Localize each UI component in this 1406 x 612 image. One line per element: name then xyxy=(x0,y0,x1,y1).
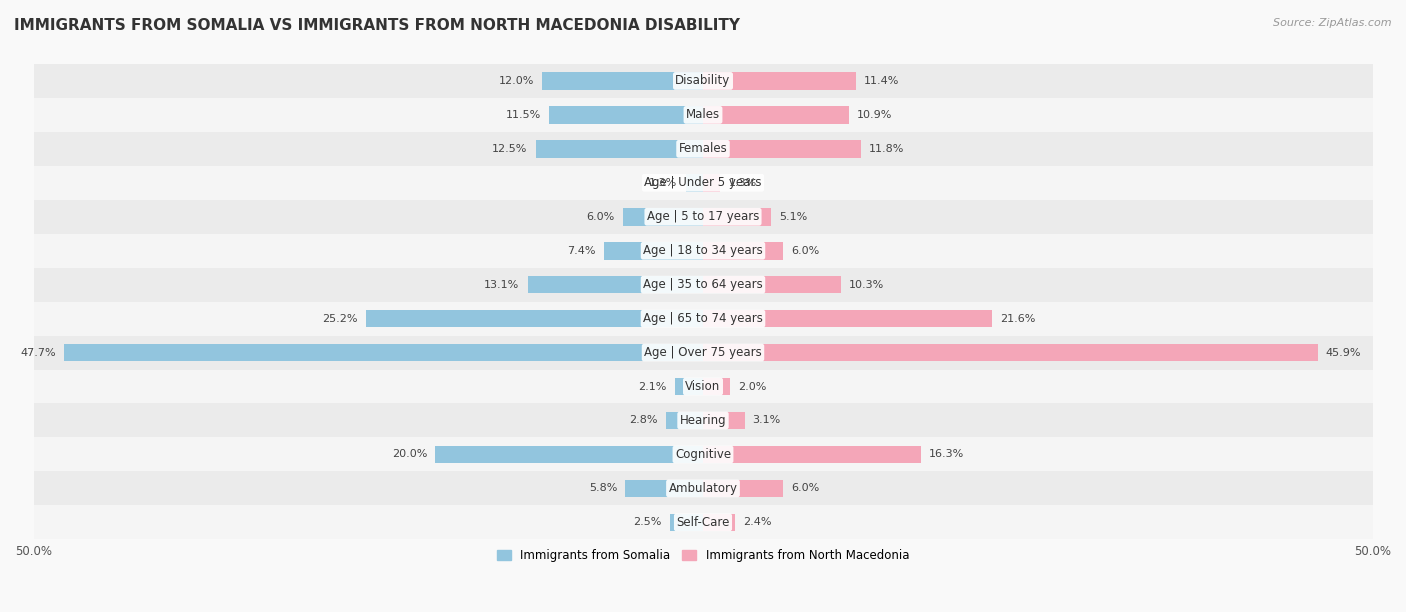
Text: Age | 18 to 34 years: Age | 18 to 34 years xyxy=(643,244,763,257)
Bar xyxy=(34,335,1372,370)
Text: 16.3%: 16.3% xyxy=(929,449,965,460)
Text: Cognitive: Cognitive xyxy=(675,448,731,461)
Bar xyxy=(675,378,703,395)
Bar xyxy=(703,276,841,294)
Text: 5.8%: 5.8% xyxy=(589,483,617,493)
Text: Age | Over 75 years: Age | Over 75 years xyxy=(644,346,762,359)
Text: IMMIGRANTS FROM SOMALIA VS IMMIGRANTS FROM NORTH MACEDONIA DISABILITY: IMMIGRANTS FROM SOMALIA VS IMMIGRANTS FR… xyxy=(14,18,740,34)
Text: 45.9%: 45.9% xyxy=(1326,348,1361,357)
Text: 6.0%: 6.0% xyxy=(792,245,820,256)
Text: Hearing: Hearing xyxy=(679,414,727,427)
Text: 2.0%: 2.0% xyxy=(738,381,766,392)
Bar xyxy=(623,208,703,226)
Bar xyxy=(703,412,745,429)
Text: Age | Under 5 years: Age | Under 5 years xyxy=(644,176,762,189)
Text: 2.5%: 2.5% xyxy=(633,517,661,528)
Text: 7.4%: 7.4% xyxy=(568,245,596,256)
Text: 13.1%: 13.1% xyxy=(484,280,520,289)
Text: Ambulatory: Ambulatory xyxy=(668,482,738,495)
Text: Source: ZipAtlas.com: Source: ZipAtlas.com xyxy=(1274,18,1392,28)
Bar xyxy=(34,471,1372,506)
Text: 2.1%: 2.1% xyxy=(638,381,666,392)
Bar xyxy=(34,166,1372,200)
Text: 6.0%: 6.0% xyxy=(586,212,614,222)
Bar xyxy=(34,370,1372,403)
Text: Age | 65 to 74 years: Age | 65 to 74 years xyxy=(643,312,763,325)
Bar xyxy=(34,64,1372,98)
Bar xyxy=(703,208,772,226)
Bar xyxy=(34,234,1372,267)
Text: 2.8%: 2.8% xyxy=(628,416,658,425)
Bar xyxy=(34,200,1372,234)
Bar xyxy=(703,344,1317,362)
Bar xyxy=(703,480,783,497)
Text: Vision: Vision xyxy=(685,380,721,393)
Bar xyxy=(703,446,921,463)
Bar xyxy=(703,310,993,327)
Text: 10.3%: 10.3% xyxy=(849,280,884,289)
Bar xyxy=(366,310,703,327)
Bar xyxy=(548,106,703,124)
Bar xyxy=(605,242,703,259)
Bar xyxy=(34,506,1372,539)
Text: 1.3%: 1.3% xyxy=(728,178,756,188)
Text: 11.4%: 11.4% xyxy=(863,76,898,86)
Bar xyxy=(703,513,735,531)
Bar xyxy=(34,267,1372,302)
Bar xyxy=(34,403,1372,438)
Bar xyxy=(436,446,703,463)
Bar xyxy=(669,513,703,531)
Bar xyxy=(703,174,720,192)
Bar xyxy=(34,438,1372,471)
Text: 47.7%: 47.7% xyxy=(21,348,56,357)
Text: 6.0%: 6.0% xyxy=(792,483,820,493)
Bar xyxy=(703,242,783,259)
Text: 21.6%: 21.6% xyxy=(1000,313,1036,324)
Bar xyxy=(34,302,1372,335)
Bar xyxy=(65,344,703,362)
Bar xyxy=(34,98,1372,132)
Text: 2.4%: 2.4% xyxy=(744,517,772,528)
Text: Age | 5 to 17 years: Age | 5 to 17 years xyxy=(647,211,759,223)
Bar xyxy=(536,140,703,158)
Text: 5.1%: 5.1% xyxy=(779,212,807,222)
Text: Self-Care: Self-Care xyxy=(676,516,730,529)
Text: 12.5%: 12.5% xyxy=(492,144,527,154)
Text: 25.2%: 25.2% xyxy=(322,313,357,324)
Text: 11.5%: 11.5% xyxy=(506,110,541,120)
Text: Disability: Disability xyxy=(675,75,731,88)
Bar xyxy=(665,412,703,429)
Bar xyxy=(703,106,849,124)
Bar xyxy=(626,480,703,497)
Text: 20.0%: 20.0% xyxy=(392,449,427,460)
Bar xyxy=(703,378,730,395)
Text: Males: Males xyxy=(686,108,720,121)
Text: Age | 35 to 64 years: Age | 35 to 64 years xyxy=(643,278,763,291)
Text: Females: Females xyxy=(679,143,727,155)
Bar xyxy=(543,72,703,90)
Text: 11.8%: 11.8% xyxy=(869,144,904,154)
Bar xyxy=(686,174,703,192)
Legend: Immigrants from Somalia, Immigrants from North Macedonia: Immigrants from Somalia, Immigrants from… xyxy=(492,544,914,567)
Text: 1.3%: 1.3% xyxy=(650,178,678,188)
Text: 12.0%: 12.0% xyxy=(499,76,534,86)
Bar xyxy=(34,132,1372,166)
Bar xyxy=(527,276,703,294)
Text: 3.1%: 3.1% xyxy=(752,416,780,425)
Bar xyxy=(703,140,860,158)
Bar xyxy=(703,72,856,90)
Text: 10.9%: 10.9% xyxy=(858,110,893,120)
